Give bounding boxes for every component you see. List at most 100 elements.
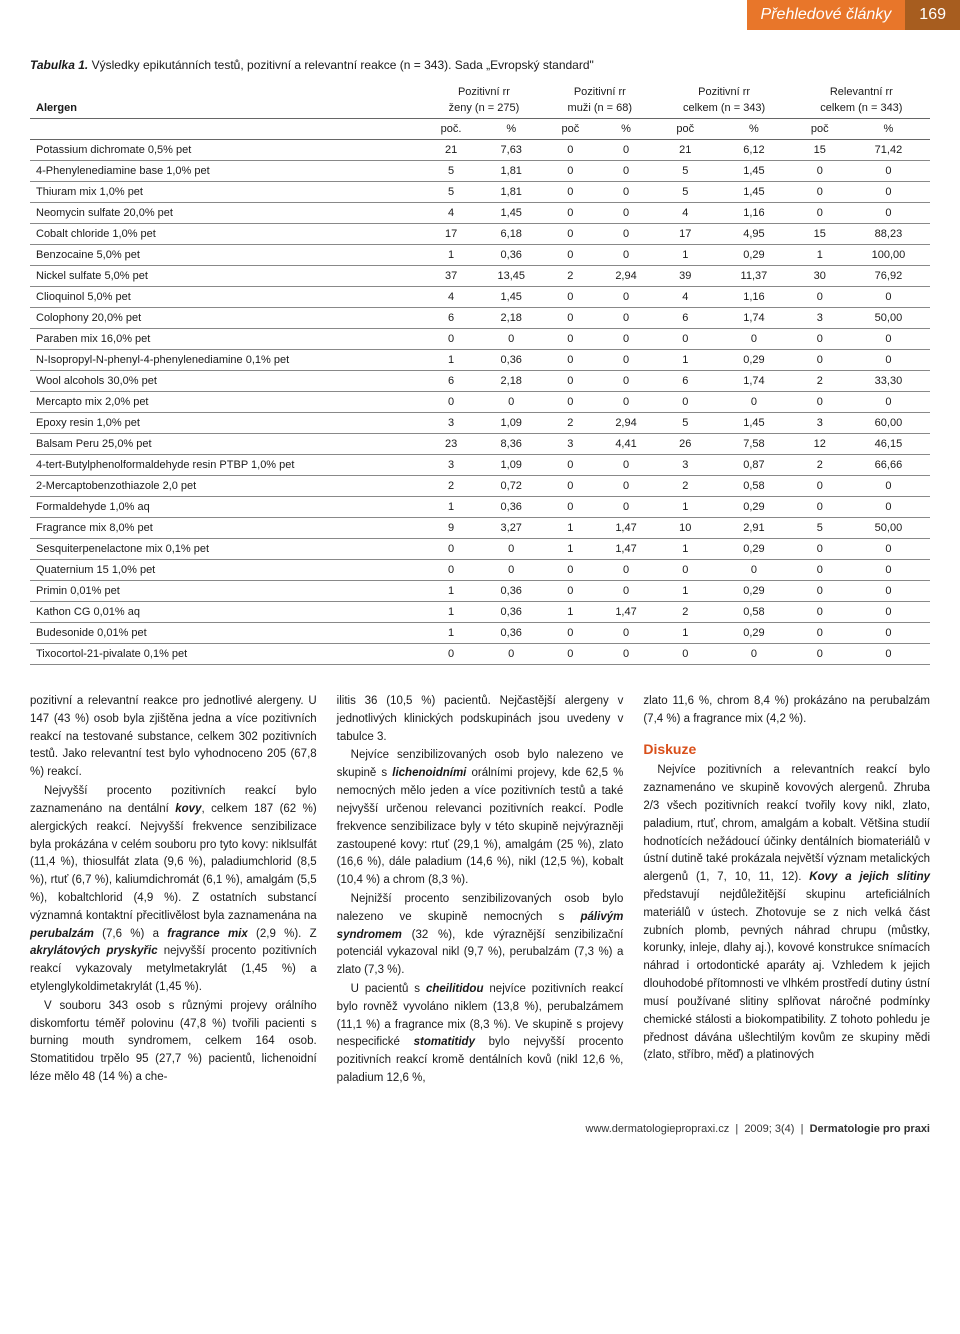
cell-value: 2,94 (597, 413, 656, 434)
cell-value: 3 (793, 308, 847, 329)
cell-value: 0 (793, 539, 847, 560)
cell-value: 0 (847, 497, 930, 518)
cell-value: 0 (847, 329, 930, 350)
cell-value: 1 (544, 602, 596, 623)
cell-value: 0 (544, 308, 596, 329)
cell-value: 1,74 (715, 308, 793, 329)
cell-value: 5 (424, 161, 479, 182)
cell-value: 0 (544, 203, 596, 224)
cell-value: 12 (793, 434, 847, 455)
cell-value: 0 (847, 602, 930, 623)
cell-value: 0,29 (715, 581, 793, 602)
cell-value: 1,16 (715, 287, 793, 308)
table-caption: Tabulka 1. Výsledky epikutánních testů, … (30, 58, 930, 72)
cell-value: 6 (424, 308, 479, 329)
paragraph: U pacientů s cheilitidou nejvíce pozitiv… (337, 981, 624, 1088)
table-row: Nickel sulfate 5,0% pet3713,4522,943911,… (30, 266, 930, 287)
cell-value: 6 (656, 371, 716, 392)
cell-value: 1 (656, 623, 716, 644)
cell-value: 0 (847, 350, 930, 371)
col-unit: % (478, 119, 544, 140)
cell-value: 0 (656, 644, 716, 665)
cell-value: 1 (544, 518, 596, 539)
paragraph: Nejnižší procento senzibilizovaných osob… (337, 891, 624, 980)
cell-value: 5 (656, 413, 716, 434)
cell-value: 0 (597, 308, 656, 329)
cell-value: 4,95 (715, 224, 793, 245)
cell-value: 0 (597, 224, 656, 245)
table-row: Mercapto mix 2,0% pet00000000 (30, 392, 930, 413)
cell-allergen: Colophony 20,0% pet (30, 308, 424, 329)
cell-value: 2 (793, 371, 847, 392)
table-row: Epoxy resin 1,0% pet31,0922,9451,45360,0… (30, 413, 930, 434)
col-group: Relevantní rr (793, 82, 930, 100)
cell-value: 0 (793, 497, 847, 518)
table-caption-text: Výsledky epikutánních testů, pozitivní a… (92, 58, 594, 72)
cell-value: 3,27 (478, 518, 544, 539)
cell-value: 0 (424, 392, 479, 413)
cell-value: 0 (597, 371, 656, 392)
col-unit: % (847, 119, 930, 140)
cell-value: 1,45 (478, 287, 544, 308)
cell-value: 0 (793, 287, 847, 308)
cell-allergen: Tixocortol-21-pivalate 0,1% pet (30, 644, 424, 665)
cell-allergen: Quaternium 15 1,0% pet (30, 560, 424, 581)
paragraph: ilitis 36 (10,5 %) pacientů. Nejčastější… (337, 693, 624, 746)
cell-allergen: Wool alcohols 30,0% pet (30, 371, 424, 392)
cell-value: 0 (715, 329, 793, 350)
cell-value: 0 (793, 203, 847, 224)
cell-allergen: Formaldehyde 1,0% aq (30, 497, 424, 518)
cell-value: 1,81 (478, 182, 544, 203)
cell-value: 17 (424, 224, 479, 245)
cell-value: 0 (793, 182, 847, 203)
cell-value: 0 (544, 560, 596, 581)
cell-value: 50,00 (847, 308, 930, 329)
cell-value: 2,91 (715, 518, 793, 539)
cell-value: 0 (847, 560, 930, 581)
cell-value: 2,94 (597, 266, 656, 287)
cell-value: 0,36 (478, 245, 544, 266)
cell-value: 1 (424, 350, 479, 371)
cell-value: 0,29 (715, 245, 793, 266)
table-row: 4-tert-Butylphenolformaldehyde resin PTB… (30, 455, 930, 476)
cell-value: 1 (656, 581, 716, 602)
cell-value: 1 (424, 623, 479, 644)
cell-value: 0,36 (478, 350, 544, 371)
cell-value: 0,36 (478, 581, 544, 602)
cell-allergen: Budesonide 0,01% pet (30, 623, 424, 644)
cell-allergen: Nickel sulfate 5,0% pet (30, 266, 424, 287)
cell-value: 5 (656, 182, 716, 203)
cell-value: 9 (424, 518, 479, 539)
cell-value: 11,37 (715, 266, 793, 287)
cell-value: 8,36 (478, 434, 544, 455)
cell-value: 10 (656, 518, 716, 539)
cell-value: 0 (847, 623, 930, 644)
table-row: Neomycin sulfate 20,0% pet41,450041,1600 (30, 203, 930, 224)
cell-value: 0 (544, 245, 596, 266)
table-row: Wool alcohols 30,0% pet62,180061,74233,3… (30, 371, 930, 392)
cell-value: 2 (544, 413, 596, 434)
cell-allergen: Thiuram mix 1,0% pet (30, 182, 424, 203)
cell-allergen: Sesquiterpenelactone mix 0,1% pet (30, 539, 424, 560)
cell-value: 0 (847, 392, 930, 413)
cell-value: 76,92 (847, 266, 930, 287)
cell-value: 1 (424, 602, 479, 623)
cell-value: 0 (597, 497, 656, 518)
results-table: Pozitivní rrPozitivní rrPozitivní rrRele… (30, 82, 930, 665)
cell-value: 1 (656, 245, 716, 266)
cell-value: 6,12 (715, 140, 793, 161)
col-group: Pozitivní rr (544, 82, 655, 100)
table-row: 4-Phenylenediamine base 1,0% pet51,81005… (30, 161, 930, 182)
cell-value: 1,81 (478, 161, 544, 182)
cell-value: 3 (656, 455, 716, 476)
cell-value: 33,30 (847, 371, 930, 392)
cell-value: 1,45 (715, 413, 793, 434)
cell-value: 7,58 (715, 434, 793, 455)
cell-value: 0 (478, 329, 544, 350)
col-subgroup: celkem (n = 343) (793, 100, 930, 119)
cell-value: 0 (793, 161, 847, 182)
cell-value: 0 (715, 392, 793, 413)
table-row: Kathon CG 0,01% aq10,3611,4720,5800 (30, 602, 930, 623)
cell-value: 21 (656, 140, 716, 161)
col-subgroup: ženy (n = 275) (424, 100, 544, 119)
